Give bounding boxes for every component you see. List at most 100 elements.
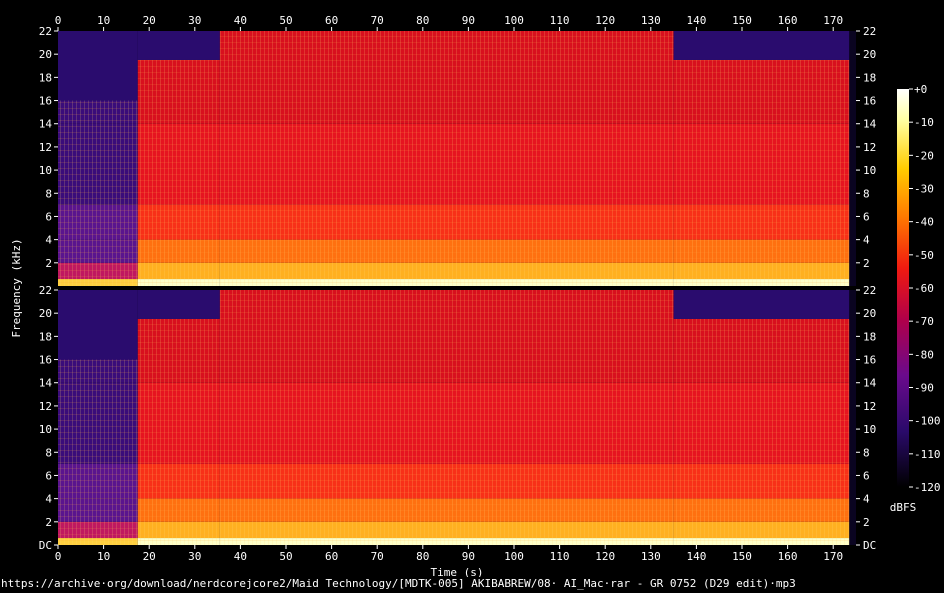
x-tick-label-top: 20 [143, 14, 156, 27]
y-tick-label-right: 8 [863, 446, 870, 459]
colorbar-tick-label: -40 [914, 216, 934, 229]
colorbar: +0 -10 -20 -30 -40 -50 -60 -70 -80 -90 -100 -110 -12… [890, 83, 941, 514]
x-tick-label-bottom: 30 [188, 550, 201, 563]
x-tick-label-top: 100 [504, 14, 524, 27]
x-tick-label-bottom: 0 [55, 550, 62, 563]
y-tick-label-right: 10 [863, 164, 876, 177]
x-tick-label-top: 30 [188, 14, 201, 27]
y-tick-label-left: 20 [39, 48, 52, 61]
colorbar-gradient [897, 89, 909, 487]
y-tick-label-left: 6 [45, 210, 52, 223]
y-tick-label-right: 16 [863, 95, 876, 108]
y-tick-label-right: 8 [863, 187, 870, 200]
y-tick-label-left: 18 [39, 71, 52, 84]
colorbar-tick-label: -70 [914, 315, 934, 328]
y-tick-label-right: 18 [863, 330, 876, 343]
y-tick-label-left: 10 [39, 423, 52, 436]
x-tick-label-top: 130 [641, 14, 661, 27]
x-tick-label-top: 10 [97, 14, 110, 27]
x-tick-label-top: 110 [550, 14, 570, 27]
colorbar-tick-label: -110 [914, 448, 941, 461]
y-tick-label-left: 14 [39, 118, 53, 131]
spectrogram-chart: 0 10 20 30 40 50 60 70 80 90 100 110 120 130 140 150 160… [10, 14, 941, 577]
y-tick-label-left: 14 [39, 377, 53, 390]
y-tick-label-left: 12 [39, 141, 52, 154]
channel-2 [58, 290, 856, 545]
y-tick-label-right: 20 [863, 307, 876, 320]
y-tick-label-left: 22 [39, 25, 52, 38]
y-tick-label-right: 2 [863, 257, 870, 270]
x-tick-label-bottom: 120 [595, 550, 615, 563]
y-tick-label-left: 20 [39, 307, 52, 320]
x-tick-label-bottom: 140 [686, 550, 706, 563]
x-tick-label-top: 60 [325, 14, 338, 27]
x-tick-label-bottom: 80 [416, 550, 429, 563]
segment-1-harmonics [58, 100, 138, 286]
x-tick-label-top: 80 [416, 14, 429, 27]
x-tick-label-top: 70 [371, 14, 384, 27]
colorbar-tick-label: -20 [914, 149, 934, 162]
y-tick-label-left: 18 [39, 330, 52, 343]
y-tick-label-left: 8 [45, 446, 52, 459]
y-tick-label-right: 12 [863, 141, 876, 154]
x-tick-label-top: 40 [234, 14, 247, 27]
segment-1-harmonics [58, 359, 138, 545]
colorbar-tick-label: -30 [914, 183, 934, 196]
colorbar-tick-label: -60 [914, 282, 934, 295]
y-axis-label: Frequency (kHz) [10, 238, 23, 337]
y-tick-label-right: 4 [863, 493, 870, 506]
colorbar-tick-label: -120 [914, 481, 941, 494]
segment-1-cutoff [58, 31, 138, 101]
colorbar-tick-label: -90 [914, 382, 934, 395]
x-tick-label-bottom: 150 [732, 550, 752, 563]
segment-3-harmonics [219, 290, 674, 545]
y-tick-label-right: 6 [863, 210, 870, 223]
y-tick-label-right: 18 [863, 71, 876, 84]
x-tick-label-top: 120 [595, 14, 615, 27]
colorbar-tick-label: +0 [914, 83, 927, 96]
y-tick-label-left: 6 [45, 469, 52, 482]
axes: 0 10 20 30 40 50 60 70 80 90 100 110 120 130 140 150 160… [10, 14, 877, 577]
x-tick-label-top: 0 [55, 14, 62, 27]
x-tick-label-top: 140 [686, 14, 706, 27]
segment-4-cutoff [673, 290, 850, 319]
y-tick-label-left: 4 [45, 234, 52, 247]
x-tick-label-bottom: 20 [143, 550, 156, 563]
y-tick-label-right: 4 [863, 234, 870, 247]
y-tick-label-right: 10 [863, 423, 876, 436]
y-tick-label-left: 16 [39, 354, 52, 367]
y-tick-label-left: 2 [45, 516, 52, 529]
y-tick-label-left: 22 [39, 284, 52, 297]
x-tick-label-bottom: 110 [550, 550, 570, 563]
y-tick-label-left: 16 [39, 95, 52, 108]
x-tick-label-bottom: 100 [504, 550, 524, 563]
x-tick-label-bottom: 70 [371, 550, 384, 563]
y-tick-label-right: 22 [863, 284, 876, 297]
x-axis-label: Time (s) [431, 566, 484, 577]
x-tick-label-bottom: 60 [325, 550, 338, 563]
x-tick-label-top: 150 [732, 14, 752, 27]
y-tick-label-left: 12 [39, 400, 52, 413]
segment-4-harmonics [673, 59, 850, 287]
y-tick-label-right: 2 [863, 516, 870, 529]
y-tick-label-left: DC [39, 539, 52, 552]
source-path-text: https://archive·org/download/nerdcorejco… [1, 577, 796, 590]
y-tick-label-right: DC [863, 539, 876, 552]
y-tick-label-right: 16 [863, 354, 876, 367]
x-tick-label-bottom: 40 [234, 550, 247, 563]
y-tick-label-left: 8 [45, 187, 52, 200]
y-tick-label-left: 4 [45, 493, 52, 506]
channel-1 [58, 31, 856, 287]
x-axis-bottom: 0 10 20 30 40 50 60 70 80 90 100 110 120 130 140 150 160… [55, 545, 843, 563]
colorbar-tick-label: -100 [914, 415, 941, 428]
segment-4-cutoff [673, 31, 850, 60]
x-tick-label-bottom: 160 [778, 550, 798, 563]
segment-1-cutoff [58, 290, 138, 360]
segment-3-harmonics [219, 31, 674, 286]
x-tick-label-bottom: 50 [279, 550, 292, 563]
colorbar-label: dBFS [890, 501, 917, 514]
x-tick-label-bottom: 90 [462, 550, 475, 563]
x-tick-label-bottom: 170 [823, 550, 843, 563]
